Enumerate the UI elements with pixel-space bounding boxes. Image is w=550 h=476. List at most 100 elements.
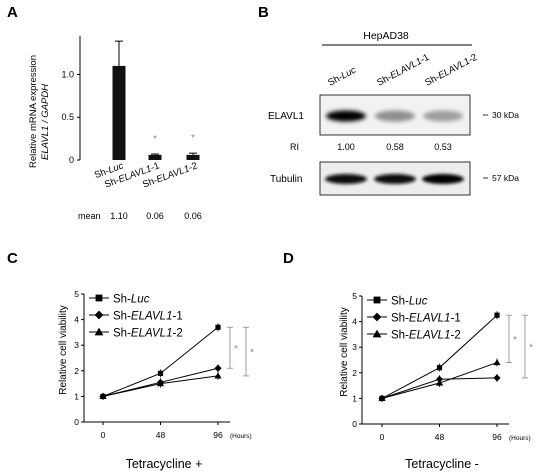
panel-a-mean-value: 0.06 — [146, 211, 164, 221]
label-gene: ELAVL1 — [388, 56, 423, 82]
blot-size-57: 57 kDa — [492, 173, 519, 183]
y-tick-label: 3 — [74, 340, 79, 350]
blot-band — [374, 174, 416, 184]
label-suffix: -2 — [187, 160, 199, 173]
label-prefix: Sh- — [391, 296, 409, 308]
panel-a-mean-label: mean — [78, 211, 101, 221]
y-tick-label: 0 — [352, 419, 357, 429]
blot-lane-label: Sh-ELAVL1-1 — [375, 52, 431, 89]
label-suffix: -1 — [149, 160, 161, 173]
marker-diamond — [372, 312, 382, 322]
marker-diamond — [493, 374, 501, 382]
x-tick-label: 48 — [156, 430, 166, 440]
panel-a-ylabel-line2: ELAVL1 / GAPDH — [40, 84, 51, 160]
label-prefix: Sh- — [93, 166, 111, 181]
blot-row-label-tubulin: Tubulin — [270, 174, 302, 185]
label-gene: ELAVL1 — [436, 56, 471, 82]
y-tick-label: 5 — [74, 289, 79, 299]
y-tick-label: 5 — [352, 291, 357, 301]
marker-triangle — [99, 392, 107, 399]
label-prefix: Sh- — [141, 175, 159, 190]
marker-square — [215, 324, 221, 330]
label-gene: Luc — [131, 294, 150, 306]
significance-mark: * — [250, 348, 254, 359]
panel-b-blot: HepAD38 Sh-Luc Sh-ELAVL1-1Sh-ELAVL1-2 ELA… — [268, 30, 519, 196]
y-tick-label: 3 — [352, 342, 357, 352]
marker-triangle — [493, 358, 501, 366]
panel-a-significance: * — [191, 133, 195, 144]
y-tick-label: 4 — [352, 317, 357, 327]
blot-lane-label: Sh-ELAVL1-2 — [423, 52, 479, 89]
label-prefix: Sh- — [113, 311, 131, 323]
significance-mark: * — [513, 335, 517, 346]
marker-diamond — [214, 364, 222, 372]
y-tick-label: 1 — [74, 391, 79, 401]
panel-c-chart: Relative cell viability 0 1 2 3 4 5 0 48 96 (Hour… — [58, 289, 254, 471]
marker-triangle — [378, 394, 386, 401]
panel-c-letter: C — [7, 250, 18, 267]
panel-a-letter: A — [7, 4, 18, 21]
panel-c-xlabel: Tetracycline + — [126, 457, 203, 471]
blot-band — [423, 110, 463, 122]
blot-ri-value: 0.53 — [434, 142, 452, 152]
panel-b-letter: B — [258, 4, 269, 21]
label-gene: ELAVL1 — [409, 330, 451, 342]
panel-a-ytick-label: 1.0 — [61, 69, 74, 79]
label-gene: ELAVL1 — [131, 328, 173, 340]
x-tick-label: 0 — [380, 432, 385, 442]
marker-square — [95, 294, 103, 302]
blot-ri-value: 0.58 — [386, 142, 404, 152]
panel-a-mean-value: 1.10 — [110, 211, 128, 221]
significance-mark: * — [529, 343, 533, 354]
panel-a-category-label: Sh-Luc — [93, 160, 125, 181]
marker-square — [373, 296, 381, 304]
blot-band — [325, 174, 367, 184]
label-gene: Luc — [339, 65, 358, 82]
blot-ri-value: 1.00 — [337, 142, 355, 152]
blot-size-30: 30 kDa — [492, 110, 519, 120]
legend-label: Sh-ELAVL1-2 — [113, 328, 183, 340]
marker-triangle — [372, 329, 382, 338]
y-tick-label: 2 — [352, 368, 357, 378]
blot-band — [422, 174, 464, 184]
label-prefix: Sh- — [113, 328, 131, 340]
label-prefix: Sh- — [103, 175, 121, 190]
y-tick-label: 2 — [74, 366, 79, 376]
y-tick-label: 1 — [352, 393, 357, 403]
marker-square — [157, 370, 164, 376]
x-tick-label: 0 — [101, 430, 106, 440]
marker-triangle — [214, 372, 222, 379]
marker-triangle — [156, 380, 165, 387]
label-gene: ELAVL1 — [155, 163, 191, 185]
blot-band — [326, 110, 366, 122]
x-tick-label: 48 — [435, 432, 445, 442]
marker-diamond — [94, 310, 104, 320]
panel-a-bar — [186, 154, 200, 160]
blot-cell-line: HepAD38 — [363, 30, 409, 42]
panel-a-chart: Relative mRNA expression ELAVL1 / GAPDH … — [28, 36, 202, 221]
panel-a-mean-value: 0.06 — [184, 211, 202, 221]
significance-mark: * — [234, 344, 238, 355]
panel-d-chart: Relative cell viability 0 1 2 3 4 5 0 48 96 (Hour… — [339, 291, 533, 471]
y-tick-label: 4 — [74, 315, 79, 325]
label-gene: ELAVL1 — [409, 313, 451, 325]
panel-d-letter: D — [283, 250, 294, 267]
panel-a-bar — [148, 154, 162, 160]
label-gene: Luc — [409, 296, 428, 308]
panel-a-ytick-label: 0.5 — [61, 112, 74, 122]
blot-ri-label: RI — [290, 142, 299, 152]
x-tick-label: 96 — [213, 430, 223, 440]
legend-label: Sh-ELAVL1-1 — [391, 313, 461, 325]
blot-row-label-elavl1: ELAVL1 — [268, 111, 304, 122]
label-gene: ELAVL1 — [131, 311, 173, 323]
panel-a-bar — [112, 65, 126, 160]
x-unit-label: (Hours) — [230, 433, 252, 440]
panel-d-xlabel: Tetracycline - — [405, 457, 479, 471]
panel-a-significance: * — [153, 134, 157, 145]
legend-label: Sh-ELAVL1-2 — [391, 330, 461, 342]
x-unit-label: (Hours) — [509, 435, 531, 442]
marker-triangle — [94, 327, 104, 336]
marker-triangle — [435, 379, 444, 386]
label-prefix: Sh- — [113, 294, 131, 306]
